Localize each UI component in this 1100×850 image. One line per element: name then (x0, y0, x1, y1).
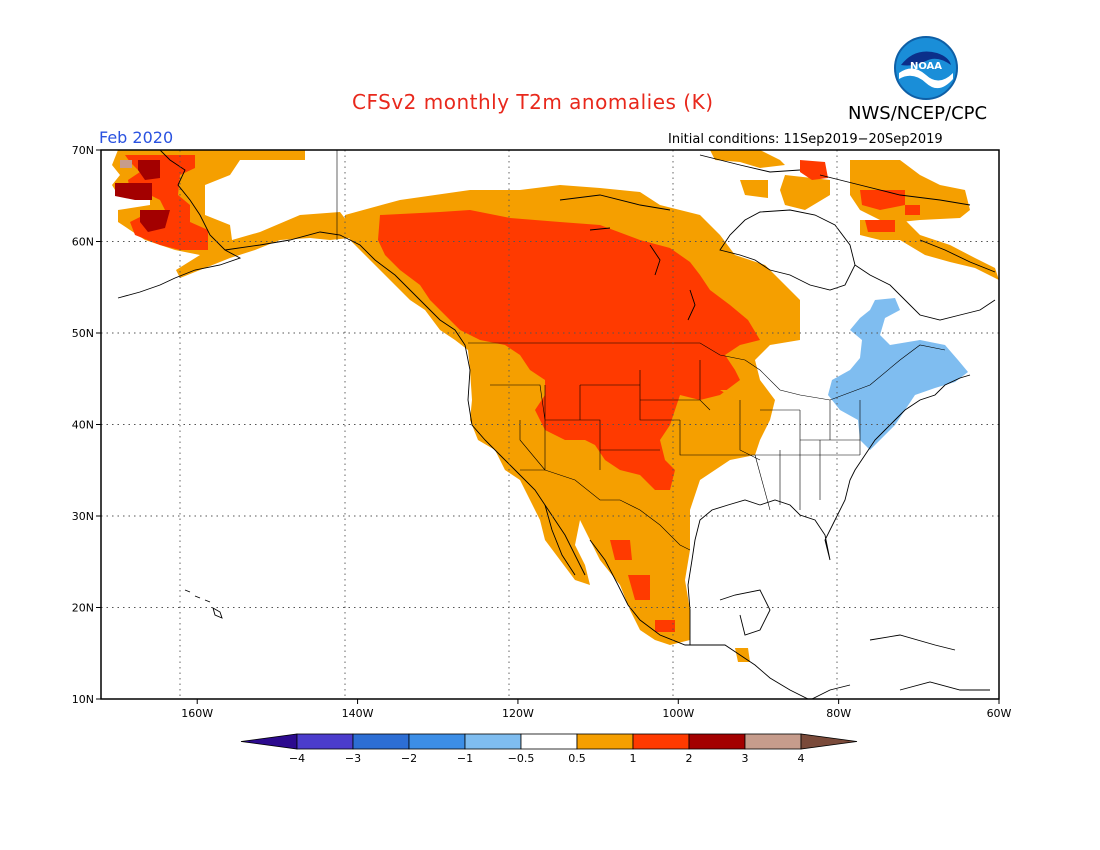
colorbar-swatch (408, 733, 466, 750)
colorbar-label: −0.5 (508, 752, 535, 765)
latitude-axis: 70N 60N 50N 40N 30N 20N 10N (72, 144, 101, 706)
colorbar-label: −4 (289, 752, 305, 765)
anomaly-region-mexico-red (610, 540, 675, 632)
svg-text:NOAA: NOAA (910, 61, 942, 72)
lon-tick-label: 160W (181, 707, 213, 720)
colorbar-arrow-high (800, 733, 858, 750)
lat-tick-label: 10N (72, 693, 94, 706)
colorbar: −4 −3 −2 −1 −0.5 0.5 1 2 3 4 (240, 733, 858, 765)
anomaly-region-northeast-red (800, 160, 920, 232)
forecast-period: Feb 2020 (99, 128, 174, 147)
lat-tick-label: 20N (72, 602, 94, 615)
initial-conditions: Initial conditions: 11Sep2019−20Sep2019 (668, 132, 943, 147)
colorbar-label: 1 (630, 752, 637, 765)
colorbar-label: 4 (798, 752, 805, 765)
lon-tick-label: 140W (342, 707, 374, 720)
coastline-arctic-islands (559, 154, 971, 321)
organization-label: NWS/NCEP/CPC (848, 103, 988, 124)
colorbar-swatch (296, 733, 354, 750)
anomaly-region-alaska-darkred (115, 160, 170, 232)
political-borders (336, 150, 946, 551)
colorbar-swatch (352, 733, 410, 750)
colorbar-arrow-low (240, 733, 298, 750)
noaa-logo: NOAA (893, 35, 959, 105)
colorbar-swatch (688, 733, 746, 750)
anomaly-region-northeast-orange (710, 150, 999, 280)
anomaly-field (112, 150, 999, 662)
lon-tick-label: 60W (987, 707, 1012, 720)
colorbar-swatch (464, 733, 522, 750)
border-us-mexico (520, 469, 691, 551)
chart-title: CFSv2 monthly T2m anomalies (K) (352, 90, 714, 114)
lat-tick-label: 50N (72, 327, 94, 340)
colorbar-swatch (744, 733, 802, 750)
lon-tick-label: 80W (826, 707, 851, 720)
lon-tick-label: 120W (502, 707, 534, 720)
lat-tick-label: 70N (72, 144, 94, 157)
coastline-mexico (544, 499, 810, 699)
lat-tick-label: 60N (72, 236, 94, 249)
colorbar-swatch (632, 733, 690, 750)
colorbar-label: 0.5 (568, 752, 586, 765)
colorbar-label: −2 (401, 752, 417, 765)
colorbar-label: −3 (345, 752, 361, 765)
coastline-labrador (854, 239, 996, 321)
graticule (101, 150, 999, 699)
coastline-east (759, 374, 971, 561)
border-states (490, 360, 861, 511)
lat-tick-label: 40N (72, 419, 94, 432)
coastlines (117, 150, 996, 699)
colorbar-swatch (576, 733, 634, 750)
lat-tick-label: 30N (72, 510, 94, 523)
colorbar-label: −1 (457, 752, 473, 765)
coastline-central-america (810, 634, 990, 699)
colorbar-label: 3 (742, 752, 749, 765)
coastline-hawaii (184, 589, 223, 619)
anomaly-region-alaska-tan (120, 160, 132, 168)
lon-tick-label: 100W (662, 707, 694, 720)
colorbar-swatch (520, 733, 578, 750)
anomaly-region-northeast-blue (828, 298, 968, 450)
colorbar-label: 2 (686, 752, 693, 765)
border-canada-us (468, 342, 946, 401)
longitude-axis: 160W 140W 120W 100W 80W 60W (181, 699, 1012, 720)
